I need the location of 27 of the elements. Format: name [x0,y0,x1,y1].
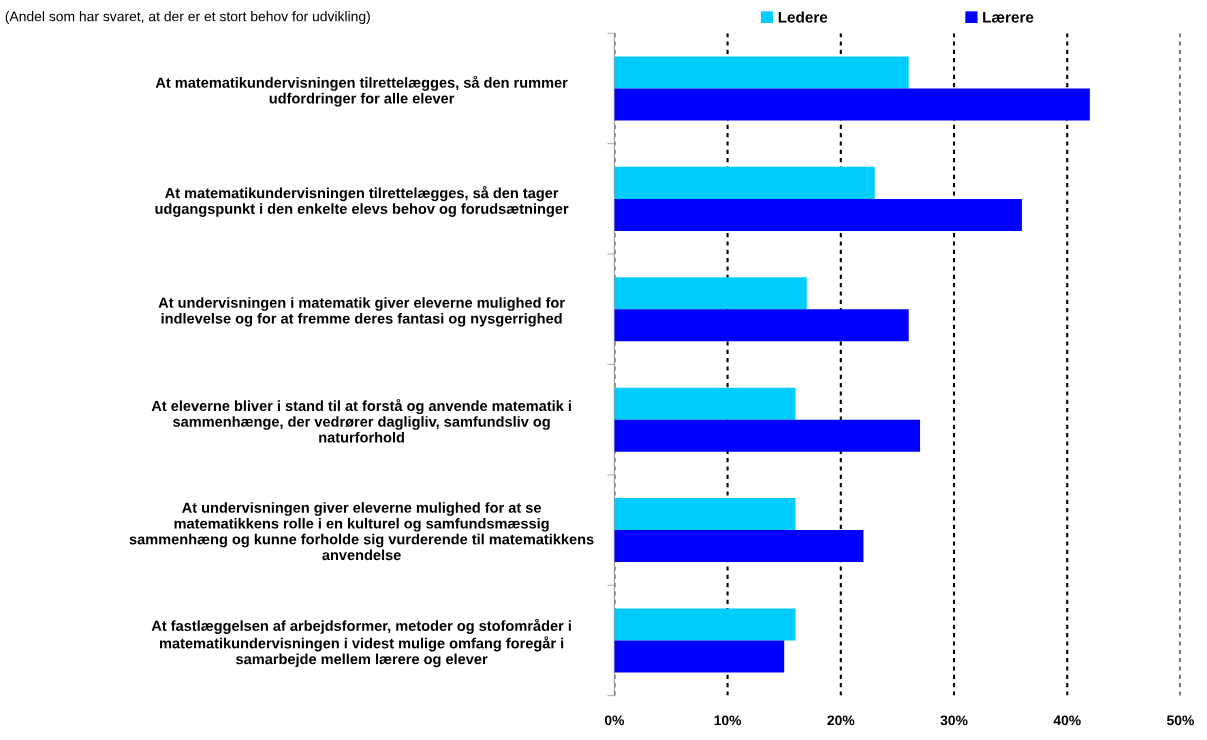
x-tick-label: 40% [1053,715,1081,726]
bar [614,277,807,310]
x-tick-label: 50% [1166,715,1194,726]
x-tick-label: 30% [940,715,968,726]
bar [614,608,796,641]
bar [614,530,864,563]
y-tick-label: At undervisningen giver eleverne mulighed for at se matematikkens rolle i en kulturel og samfundsmæssig sammenhæng og kunne forholde sig vurderende til matematikkens anvendelse [129,502,594,561]
bar [614,387,796,420]
y-tick-label: At undervisningen i matematik giver eleverne mulighed for indlevelse og for at fremme deres fantasi og nysgerrighed [158,297,565,327]
y-tick-label: At matematikundervisningen tilrettelægges, så den tager udgangspunkt i den enkelte elevs behov og forudsætninger [155,186,569,217]
bar [614,88,1090,121]
legend-label: Lærere [983,11,1034,23]
x-tick-label: 20% [827,715,855,726]
bar [614,166,875,199]
y-tick-label: At fastlæggelsen af arbejdsformer, metoder og stofområder i matematikundervisningen i videst mulige omfang foregår i samarbejde mellem lærere og elever [151,618,571,668]
bar [614,419,921,452]
x-tick-label: 10% [714,715,742,726]
bar [614,198,1022,231]
legend-label: Ledere [778,11,828,23]
bar [614,498,796,531]
x-tick-label: 0% [604,715,625,726]
text: (Andel som har svaret, at der er et stort behov for udvikling) [5,11,370,25]
y-tick-label: At eleverne bliver i stand til at forstå og anvende matematik i sammenhænge, der vedrører dagligliv, samfundsliv og naturforhold [151,398,571,443]
y-tick-label: At matematikundervisningen tilrettelægges, så den rummer udfordringer for alle elever [155,75,568,107]
bar [614,640,785,673]
bar [614,56,909,89]
bar [614,309,909,342]
